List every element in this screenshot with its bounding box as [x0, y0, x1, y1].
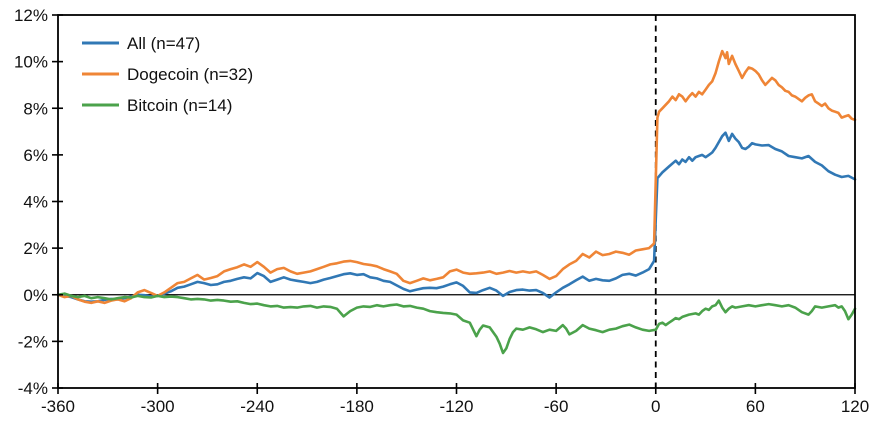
y-tick-label: 6% — [23, 146, 48, 165]
series-line-all — [56, 131, 857, 304]
legend-entry-all: All (n=47) — [82, 34, 200, 53]
y-tick-label: 8% — [23, 99, 48, 118]
x-tick-label: -60 — [544, 397, 569, 416]
x-tick-label: 60 — [746, 397, 765, 416]
y-tick-label: 10% — [14, 53, 48, 72]
legend: All (n=47) Dogecoin (n=32) Bitcoin (n=14) — [82, 34, 253, 115]
legend-label-bitcoin: Bitcoin (n=14) — [127, 96, 232, 115]
y-tick-label: 2% — [23, 239, 48, 258]
y-tick-label: 4% — [23, 193, 48, 212]
x-tick-label: -180 — [340, 397, 374, 416]
y-tick-label: -4% — [18, 379, 48, 398]
x-tick-label: 120 — [841, 397, 869, 416]
legend-entry-bitcoin: Bitcoin (n=14) — [82, 96, 232, 115]
y-tick-label: 12% — [14, 6, 48, 25]
series-line-bitcoin — [56, 292, 857, 355]
x-tick-label: 0 — [651, 397, 660, 416]
x-tick-label: -300 — [141, 397, 175, 416]
x-tick-label: -240 — [240, 397, 274, 416]
y-tick-label: 0% — [23, 286, 48, 305]
legend-label-all: All (n=47) — [127, 34, 200, 53]
y-axis: -4% -2% 0% 2% 4% 6% 8% 10% 12% — [14, 6, 63, 398]
y-tick-label: -2% — [18, 332, 48, 351]
x-tick-label: -120 — [439, 397, 473, 416]
legend-label-dogecoin: Dogecoin (n=32) — [127, 65, 253, 84]
legend-entry-dogecoin: Dogecoin (n=32) — [82, 65, 253, 84]
x-axis: -360 -300 -240 -180 -120 -60 0 60 120 — [41, 383, 869, 416]
series-line-dogecoin — [56, 49, 857, 305]
x-tick-label: -360 — [41, 397, 75, 416]
